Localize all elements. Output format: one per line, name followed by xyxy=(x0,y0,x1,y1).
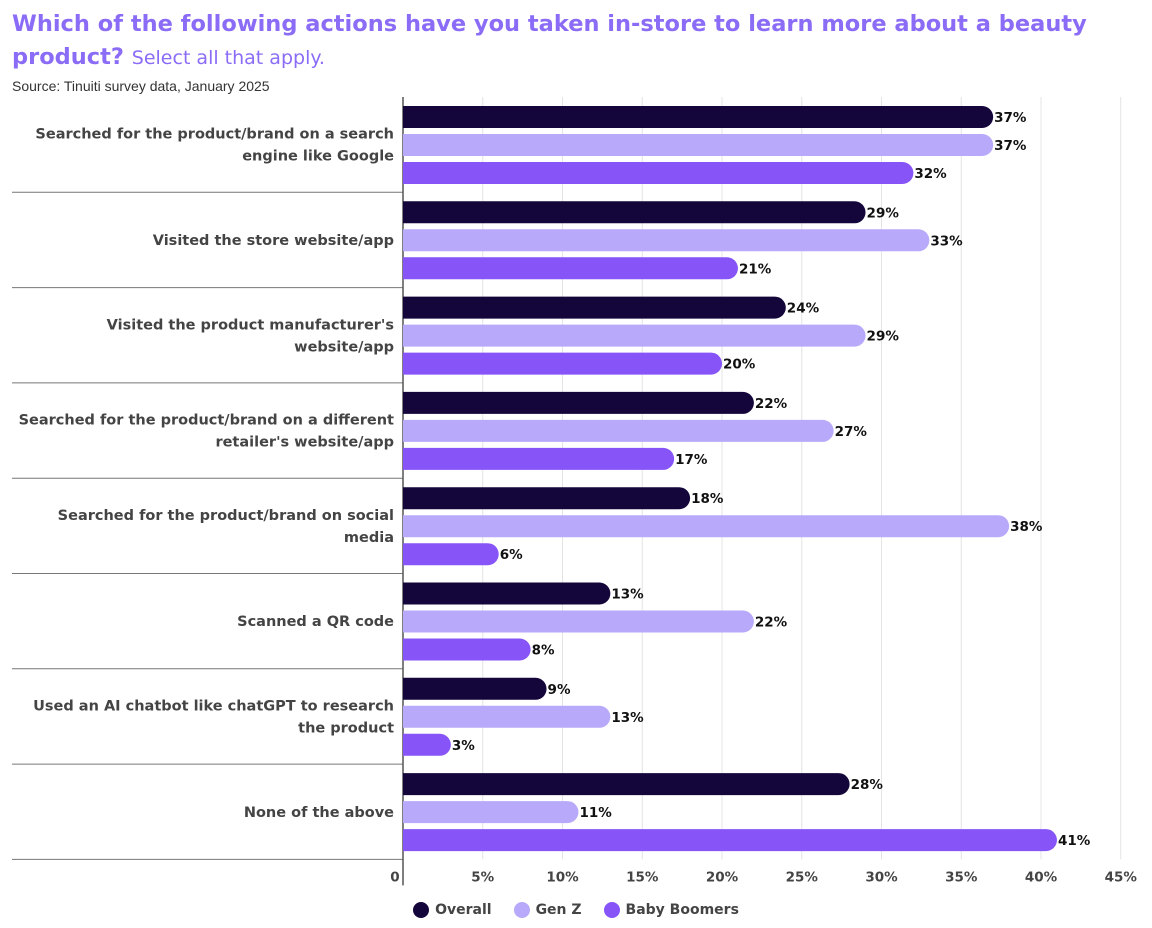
data-label: 27% xyxy=(835,424,868,440)
data-label: 9% xyxy=(548,682,571,698)
data-label: 13% xyxy=(611,710,644,726)
bar-gen-z xyxy=(403,324,866,347)
data-label: 32% xyxy=(914,166,947,182)
legend-item: Overall xyxy=(413,902,492,918)
category-label: Visited the store website/app xyxy=(153,233,394,249)
data-label: 3% xyxy=(452,738,475,754)
data-label: 28% xyxy=(851,777,884,793)
bar-overall xyxy=(403,582,611,605)
category-label: Used an AI chatbot like chatGPT to resea… xyxy=(33,698,394,736)
bar-gen-z xyxy=(403,705,611,728)
bar-gen-z xyxy=(403,419,834,442)
source-note: Source: Tinuiti survey data, January 202… xyxy=(12,78,270,94)
bar-overall xyxy=(403,677,547,700)
data-label: 24% xyxy=(787,301,820,317)
data-label: 37% xyxy=(994,110,1027,126)
x-tick-label: 5% xyxy=(471,869,494,885)
x-tick-label: 15% xyxy=(626,869,659,885)
legend-label: Baby Boomers xyxy=(625,902,739,918)
data-label: 29% xyxy=(867,329,900,345)
bar-gen-z xyxy=(403,515,1010,538)
data-label: 17% xyxy=(675,452,708,468)
bar-baby-boomers xyxy=(403,543,499,566)
bar-gen-z xyxy=(403,801,579,824)
data-label: 18% xyxy=(691,491,724,507)
category-label: None of the above xyxy=(244,805,394,821)
data-label: 20% xyxy=(723,357,756,373)
data-label: 37% xyxy=(994,138,1027,154)
x-tick-label: 20% xyxy=(706,869,739,885)
bar-overall xyxy=(403,106,994,128)
x-tick-label: 45% xyxy=(1105,869,1138,885)
category-label: Scanned a QR code xyxy=(237,614,394,630)
category-label: Searched for the product/brand on a diff… xyxy=(19,413,394,451)
bar-overall xyxy=(403,201,866,224)
bar-overall xyxy=(403,773,850,796)
bar-baby-boomers xyxy=(403,638,531,661)
bar-baby-boomers xyxy=(403,447,675,470)
bar-overall xyxy=(403,391,754,414)
bar-baby-boomers xyxy=(403,352,723,375)
category-label: Visited the product manufacturer's websit… xyxy=(107,317,394,355)
chart-subtitle: Select all that apply. xyxy=(131,47,325,69)
bar-gen-z xyxy=(403,610,754,633)
x-tick-label: 25% xyxy=(786,869,819,885)
data-label: 8% xyxy=(532,643,555,659)
legend-swatch xyxy=(413,902,430,918)
data-label: 11% xyxy=(579,805,612,821)
data-label: 21% xyxy=(739,261,772,277)
bar-baby-boomers xyxy=(403,733,451,756)
bar-gen-z xyxy=(403,134,994,156)
bar-overall xyxy=(403,296,786,319)
data-label: 22% xyxy=(755,615,788,631)
legend-item: Gen Z xyxy=(513,902,582,918)
bar-baby-boomers xyxy=(403,162,914,184)
data-label: 29% xyxy=(867,205,900,221)
bar-gen-z xyxy=(403,229,930,252)
x-tick-label: 0 xyxy=(390,869,399,885)
chart-legend: Overall Gen Z Baby Boomers xyxy=(0,902,1152,918)
chart-title: Which of the following actions have you … xyxy=(12,8,1132,75)
x-tick-label: 10% xyxy=(546,869,579,885)
bar-chart: 0 5% 10% 15% 20% 25% 30% 35% 40% 45% Searched for … xyxy=(12,97,1138,886)
x-tick-label: 35% xyxy=(945,869,978,885)
data-label: 33% xyxy=(930,233,963,249)
legend-item: Baby Boomers xyxy=(603,902,739,918)
x-tick-label: 40% xyxy=(1025,869,1058,885)
bar-baby-boomers xyxy=(403,257,738,280)
data-label: 38% xyxy=(1010,519,1043,535)
data-label: 22% xyxy=(755,396,788,412)
category-label: Searched for the product/brand on a sear… xyxy=(35,127,394,165)
data-label: 41% xyxy=(1058,833,1091,849)
legend-label: Gen Z xyxy=(535,902,582,918)
category-label: Searched for the product/brand on social… xyxy=(58,508,394,546)
data-label: 6% xyxy=(500,547,523,563)
data-label: 13% xyxy=(611,587,644,603)
legend-label: Overall xyxy=(435,902,492,918)
bar-baby-boomers xyxy=(403,829,1057,852)
bar-overall xyxy=(403,487,691,510)
chart-title-text: Which of the following actions have you … xyxy=(12,11,1087,70)
legend-swatch xyxy=(513,902,530,918)
x-tick-label: 30% xyxy=(865,869,898,885)
legend-swatch xyxy=(603,902,620,918)
